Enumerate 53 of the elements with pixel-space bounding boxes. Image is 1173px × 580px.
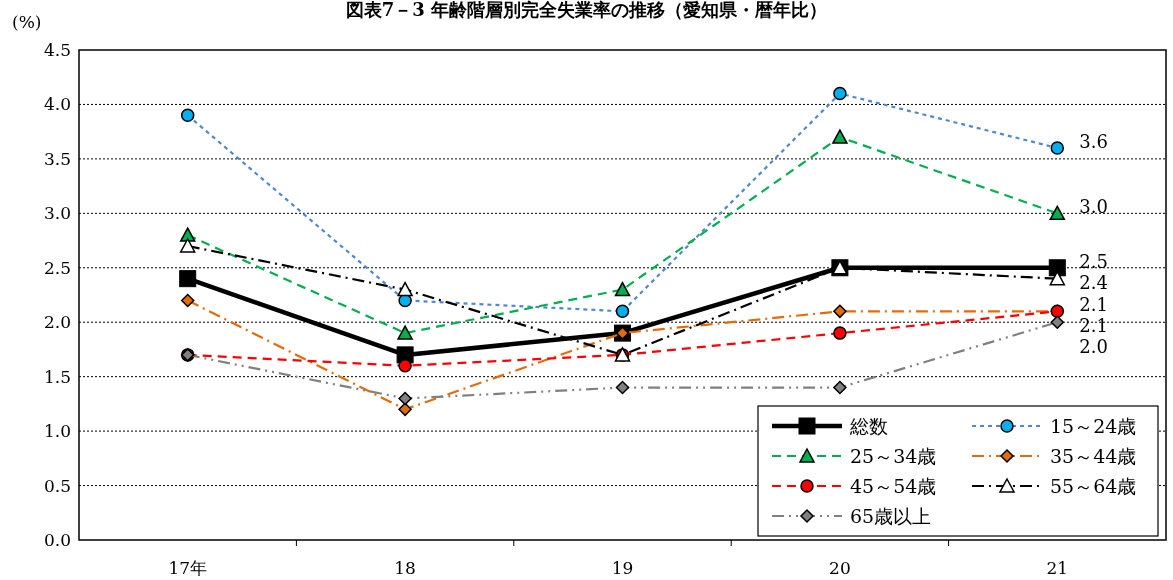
ytick: 0.5 bbox=[43, 475, 71, 496]
ytick: 0.0 bbox=[43, 530, 71, 550]
point bbox=[1048, 259, 1066, 277]
legend-label: 15～24歳 bbox=[1050, 415, 1137, 437]
value-label: 2.5 bbox=[1079, 250, 1108, 272]
point bbox=[615, 380, 630, 395]
legend-label: 55～64歳 bbox=[1050, 475, 1137, 497]
ytick: 2.0 bbox=[43, 312, 71, 333]
point bbox=[397, 325, 413, 340]
point bbox=[398, 359, 412, 373]
point bbox=[833, 86, 847, 101]
ytick: 1.5 bbox=[43, 366, 71, 387]
point bbox=[179, 238, 196, 253]
ytick: 1.0 bbox=[43, 421, 71, 442]
value-label: 2.4 bbox=[1079, 271, 1108, 293]
value-label: 2.1 bbox=[1079, 315, 1108, 337]
point bbox=[1049, 205, 1066, 221]
legend-label: 45～54歳 bbox=[850, 475, 937, 497]
xtick: 20 bbox=[829, 558, 851, 578]
ytick: 3.5 bbox=[43, 148, 71, 169]
point bbox=[179, 227, 196, 242]
point bbox=[179, 270, 197, 288]
ytick: 4.5 bbox=[43, 40, 71, 60]
ylabel: (%) bbox=[12, 12, 42, 32]
point bbox=[180, 293, 195, 308]
xtick: 21 bbox=[1046, 558, 1069, 578]
point bbox=[398, 391, 412, 406]
ytick: 4.0 bbox=[43, 94, 71, 115]
point bbox=[397, 281, 413, 297]
point bbox=[1050, 315, 1065, 329]
ytick: 2.5 bbox=[43, 257, 71, 278]
legend-label: 25～34歳 bbox=[850, 445, 937, 467]
point bbox=[615, 304, 630, 319]
title: 図表7－3 年齢階層別完全失業率の推移（愛知県・暦年比） bbox=[345, 0, 828, 20]
point bbox=[833, 326, 847, 340]
legend-label: 65歳以上 bbox=[850, 505, 932, 527]
xtick: 17年 bbox=[168, 558, 207, 578]
value-label: 2.0 bbox=[1079, 336, 1108, 358]
point bbox=[1050, 141, 1065, 155]
xtick: 18 bbox=[394, 558, 416, 578]
point bbox=[398, 402, 412, 417]
point bbox=[833, 304, 847, 319]
legend-label: 35～44歳 bbox=[1050, 445, 1137, 467]
xtick: 19 bbox=[611, 558, 634, 578]
value-label: 3.6 bbox=[1079, 131, 1108, 152]
point bbox=[180, 108, 195, 123]
point bbox=[833, 380, 847, 395]
legend-label: 総数 bbox=[849, 415, 888, 437]
point bbox=[832, 129, 848, 144]
value-label: 3.0 bbox=[1079, 196, 1108, 218]
point bbox=[614, 281, 631, 297]
ytick: 3.0 bbox=[43, 203, 71, 224]
value-label: 2.1 bbox=[1079, 294, 1108, 316]
